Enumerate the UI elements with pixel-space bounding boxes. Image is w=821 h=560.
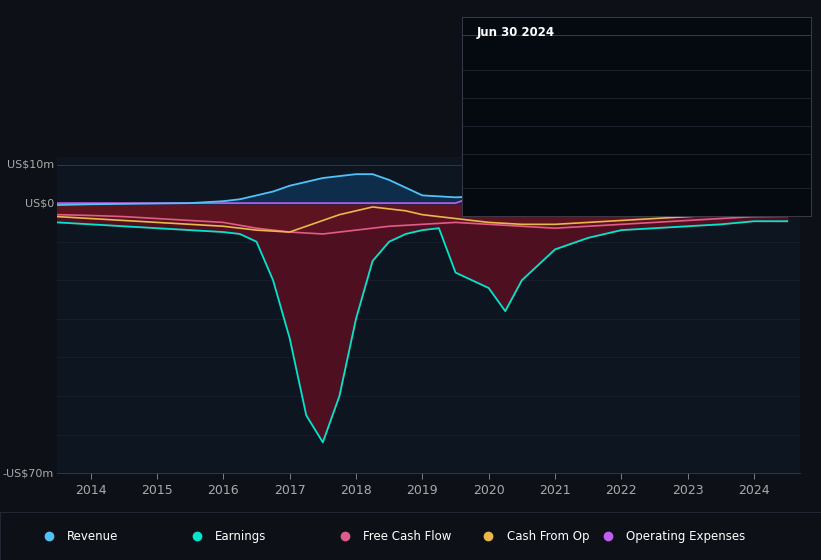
- Text: -US$70m: -US$70m: [2, 468, 53, 478]
- Text: Jun 30 2024: Jun 30 2024: [476, 26, 554, 39]
- Text: US$10m: US$10m: [7, 160, 53, 170]
- Text: Free Cash Flow: Free Cash Flow: [363, 530, 452, 543]
- Text: Operating Expenses: Operating Expenses: [626, 530, 745, 543]
- Text: Earnings: Earnings: [215, 530, 267, 543]
- Text: Revenue: Revenue: [67, 530, 119, 543]
- Text: Cash From Op: Cash From Op: [507, 530, 589, 543]
- Text: US$0: US$0: [25, 198, 53, 208]
